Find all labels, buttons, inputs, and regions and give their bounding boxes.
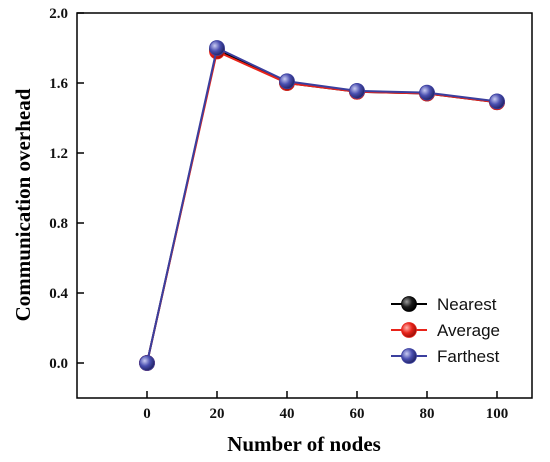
x-tick-label: 0 bbox=[143, 406, 151, 422]
y-tick-label: 1.6 bbox=[49, 76, 68, 92]
legend-marker bbox=[401, 322, 417, 338]
y-tick-label: 0.8 bbox=[49, 216, 68, 232]
series-farthest bbox=[139, 40, 505, 371]
series-line bbox=[146, 50, 498, 364]
x-tick-label: 80 bbox=[420, 406, 435, 422]
legend-item: Nearest bbox=[391, 295, 497, 314]
legend-marker bbox=[401, 296, 417, 312]
legend-label: Average bbox=[437, 321, 500, 340]
x-tick-label: 20 bbox=[210, 406, 225, 422]
legend-item: Average bbox=[391, 321, 500, 340]
y-axis-title: Communication overhead bbox=[11, 88, 35, 321]
legend-item: Farthest bbox=[391, 347, 500, 366]
y-tick-label: 0.0 bbox=[49, 356, 68, 372]
series-line bbox=[146, 48, 498, 364]
data-point bbox=[489, 93, 505, 110]
y-tick-label: 2.0 bbox=[49, 6, 68, 22]
data-point bbox=[139, 355, 155, 371]
x-tick-label: 40 bbox=[280, 406, 295, 422]
legend-label: Farthest bbox=[437, 347, 500, 366]
plot-frame bbox=[76, 12, 533, 399]
series-layer bbox=[139, 40, 505, 371]
legend-label: Nearest bbox=[437, 295, 497, 314]
y-tick-label: 0.4 bbox=[49, 286, 68, 302]
y-axis-ticks: 0.0 0.4 0.8 1.2 1.6 2.0 bbox=[49, 6, 84, 372]
data-point bbox=[349, 82, 365, 99]
x-axis-ticks: 0 20 40 60 80 100 bbox=[143, 391, 508, 422]
y-tick-label: 1.2 bbox=[49, 146, 68, 162]
plot-area bbox=[76, 12, 533, 399]
data-point bbox=[419, 84, 435, 101]
data-point bbox=[209, 40, 225, 56]
data-point bbox=[279, 73, 295, 90]
x-axis-title: Number of nodes bbox=[227, 432, 381, 456]
series-line bbox=[146, 46, 498, 364]
x-tick-label: 60 bbox=[350, 406, 365, 422]
legend: Nearest Average Farthest bbox=[391, 295, 500, 366]
legend-marker bbox=[401, 348, 417, 364]
x-tick-label: 100 bbox=[486, 406, 509, 422]
